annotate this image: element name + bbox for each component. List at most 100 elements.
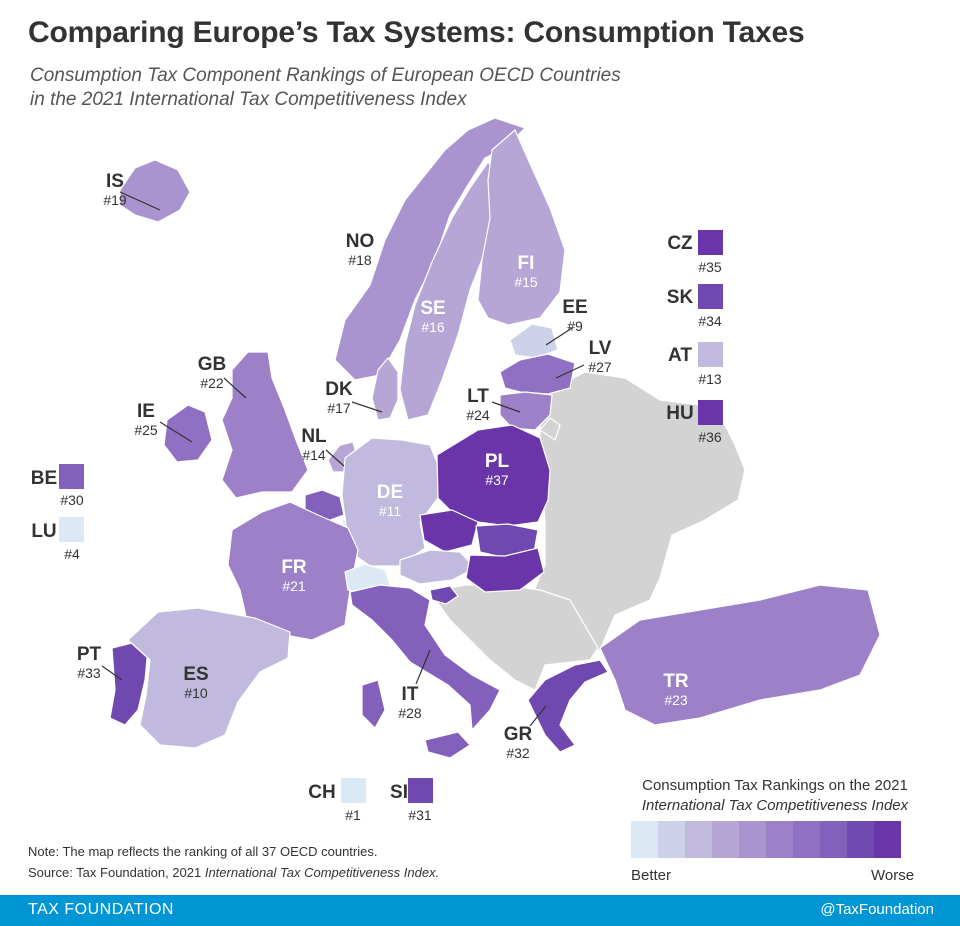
legend-swatch-9: [847, 821, 874, 858]
country-rank-nl: #14: [302, 447, 326, 463]
country-rank-be: #30: [60, 492, 84, 508]
leader-line-ie: [159, 421, 193, 443]
country-at: [399, 549, 476, 585]
country-lv: [499, 353, 576, 395]
leader-line-it: [415, 649, 431, 685]
country-rank-pt: #33: [77, 665, 101, 681]
country-rank-gb: #22: [200, 375, 224, 391]
country-swatch-hu: [698, 400, 723, 425]
source-prefix: Source: Tax Foundation, 2021: [28, 865, 205, 880]
legend-swatch-7: [793, 821, 820, 858]
country-es: [127, 607, 291, 749]
country-rank-pl: #37: [485, 472, 509, 488]
country-rank-at: #13: [698, 371, 722, 387]
country-fi: [477, 129, 566, 326]
country-rank-no: #18: [348, 252, 372, 268]
leader-line-ee: [545, 327, 573, 346]
legend-swatch-8: [820, 821, 847, 858]
leader-line-lv: [555, 364, 585, 379]
country-code-nl: NL: [301, 426, 327, 447]
country-tr: [599, 584, 881, 726]
country-rank-es: #10: [184, 685, 208, 701]
country-swatch-si: [408, 778, 433, 803]
map-regions: [109, 117, 881, 759]
footer-handle[interactable]: @TaxFoundation: [820, 901, 934, 918]
note: Note: The map reflects the ranking of al…: [28, 841, 439, 883]
country-code-tr: TR: [663, 671, 689, 692]
leader-line-dk: [351, 401, 383, 413]
legend-swatch-4: [712, 821, 739, 858]
country-code-ch: CH: [308, 782, 335, 803]
country-swatch-at: [698, 342, 723, 367]
non-oecd-region: [529, 371, 746, 659]
country-rank-sk: #34: [698, 313, 722, 329]
leader-line-is: [119, 191, 161, 211]
legend-swatch-5: [739, 821, 766, 858]
country-ee: [509, 323, 559, 359]
footer-bar: TAX FOUNDATION @TaxFoundation: [0, 895, 960, 926]
country-rank-hu: #36: [698, 429, 722, 445]
country-code-gb: GB: [198, 354, 227, 375]
legend-worse-label: Worse: [871, 867, 915, 884]
legend-title-line-2: International Tax Competitiveness Index: [641, 797, 909, 814]
country-is: [119, 159, 191, 223]
legend-better-label: Better: [631, 867, 672, 884]
country-rank-de: #11: [379, 503, 402, 519]
country-code-lt: LT: [467, 386, 489, 407]
country-swatch-ch: [341, 778, 366, 803]
country-ie: [163, 404, 213, 463]
country-code-dk: DK: [325, 379, 353, 400]
source-italic: International Tax Competitiveness Index.: [204, 865, 440, 880]
country-it: [424, 731, 471, 759]
country-rank-lu: #4: [64, 546, 80, 562]
legend-swatch-10: [874, 821, 901, 858]
country-code-es: ES: [183, 664, 208, 685]
legend-swatch-6: [766, 821, 793, 858]
country-rank-it: #28: [398, 705, 422, 721]
country-rank-gr: #32: [506, 745, 530, 761]
legend-title: Consumption Tax Rankings on the 2021 Int…: [612, 776, 938, 816]
country-it: [349, 584, 501, 731]
footer-brand: TAX FOUNDATION: [28, 901, 174, 918]
country-it: [361, 679, 386, 729]
country-swatch-lu: [59, 517, 84, 542]
country-lt: [499, 391, 553, 431]
legend-color-scale: [631, 821, 901, 858]
country-gr: [527, 659, 609, 753]
country-code-hu: HU: [666, 403, 693, 424]
legend-swatch-3: [685, 821, 712, 858]
page-title: Comparing Europe’s Tax Systems: Consumpt…: [28, 16, 805, 49]
leader-lines: [101, 191, 585, 727]
country-code-se: SE: [420, 298, 445, 319]
country-code-fi: FI: [518, 253, 535, 274]
country-gb: [221, 351, 309, 499]
country-code-ie: IE: [137, 401, 155, 422]
country-code-de: DE: [377, 482, 403, 503]
country-code-fr: FR: [281, 557, 307, 578]
country-rank-tr: #23: [664, 692, 688, 708]
country-code-lv: LV: [589, 338, 612, 359]
subtitle: Consumption Tax Component Rankings of Eu…: [30, 64, 621, 112]
country-pl: [436, 424, 551, 527]
country-rank-dk: #17: [327, 400, 351, 416]
country-swatch-cz: [698, 230, 723, 255]
legend-swatch-1: [631, 821, 658, 858]
country-code-pt: PT: [77, 644, 102, 665]
country-code-no: NO: [346, 231, 375, 252]
country-rank-ie: #25: [134, 422, 158, 438]
note-line: Note: The map reflects the ranking of al…: [28, 844, 378, 859]
subtitle-line-1: Consumption Tax Component Rankings of Eu…: [30, 65, 621, 86]
leader-line-lt: [491, 401, 521, 413]
country-rank-si: #31: [408, 807, 432, 823]
country-rank-se: #16: [421, 319, 445, 335]
legend-title-line-1: Consumption Tax Rankings on the 2021: [642, 777, 908, 794]
country-cz: [419, 509, 479, 553]
subtitle-line-2: in the 2021 International Tax Competitiv…: [30, 89, 467, 110]
country-code-lu: LU: [31, 521, 56, 542]
country-dk: [371, 357, 399, 421]
country-swatch-sk: [698, 284, 723, 309]
map-labels: IS#19 NO#18 SE#16 FI#15 EE#9 LV#27 LT#24 GB#22 I…: [31, 171, 723, 823]
country-rank-ee: #9: [567, 318, 583, 334]
country-code-be: BE: [31, 468, 57, 489]
country-rank-ch: #1: [345, 807, 361, 823]
